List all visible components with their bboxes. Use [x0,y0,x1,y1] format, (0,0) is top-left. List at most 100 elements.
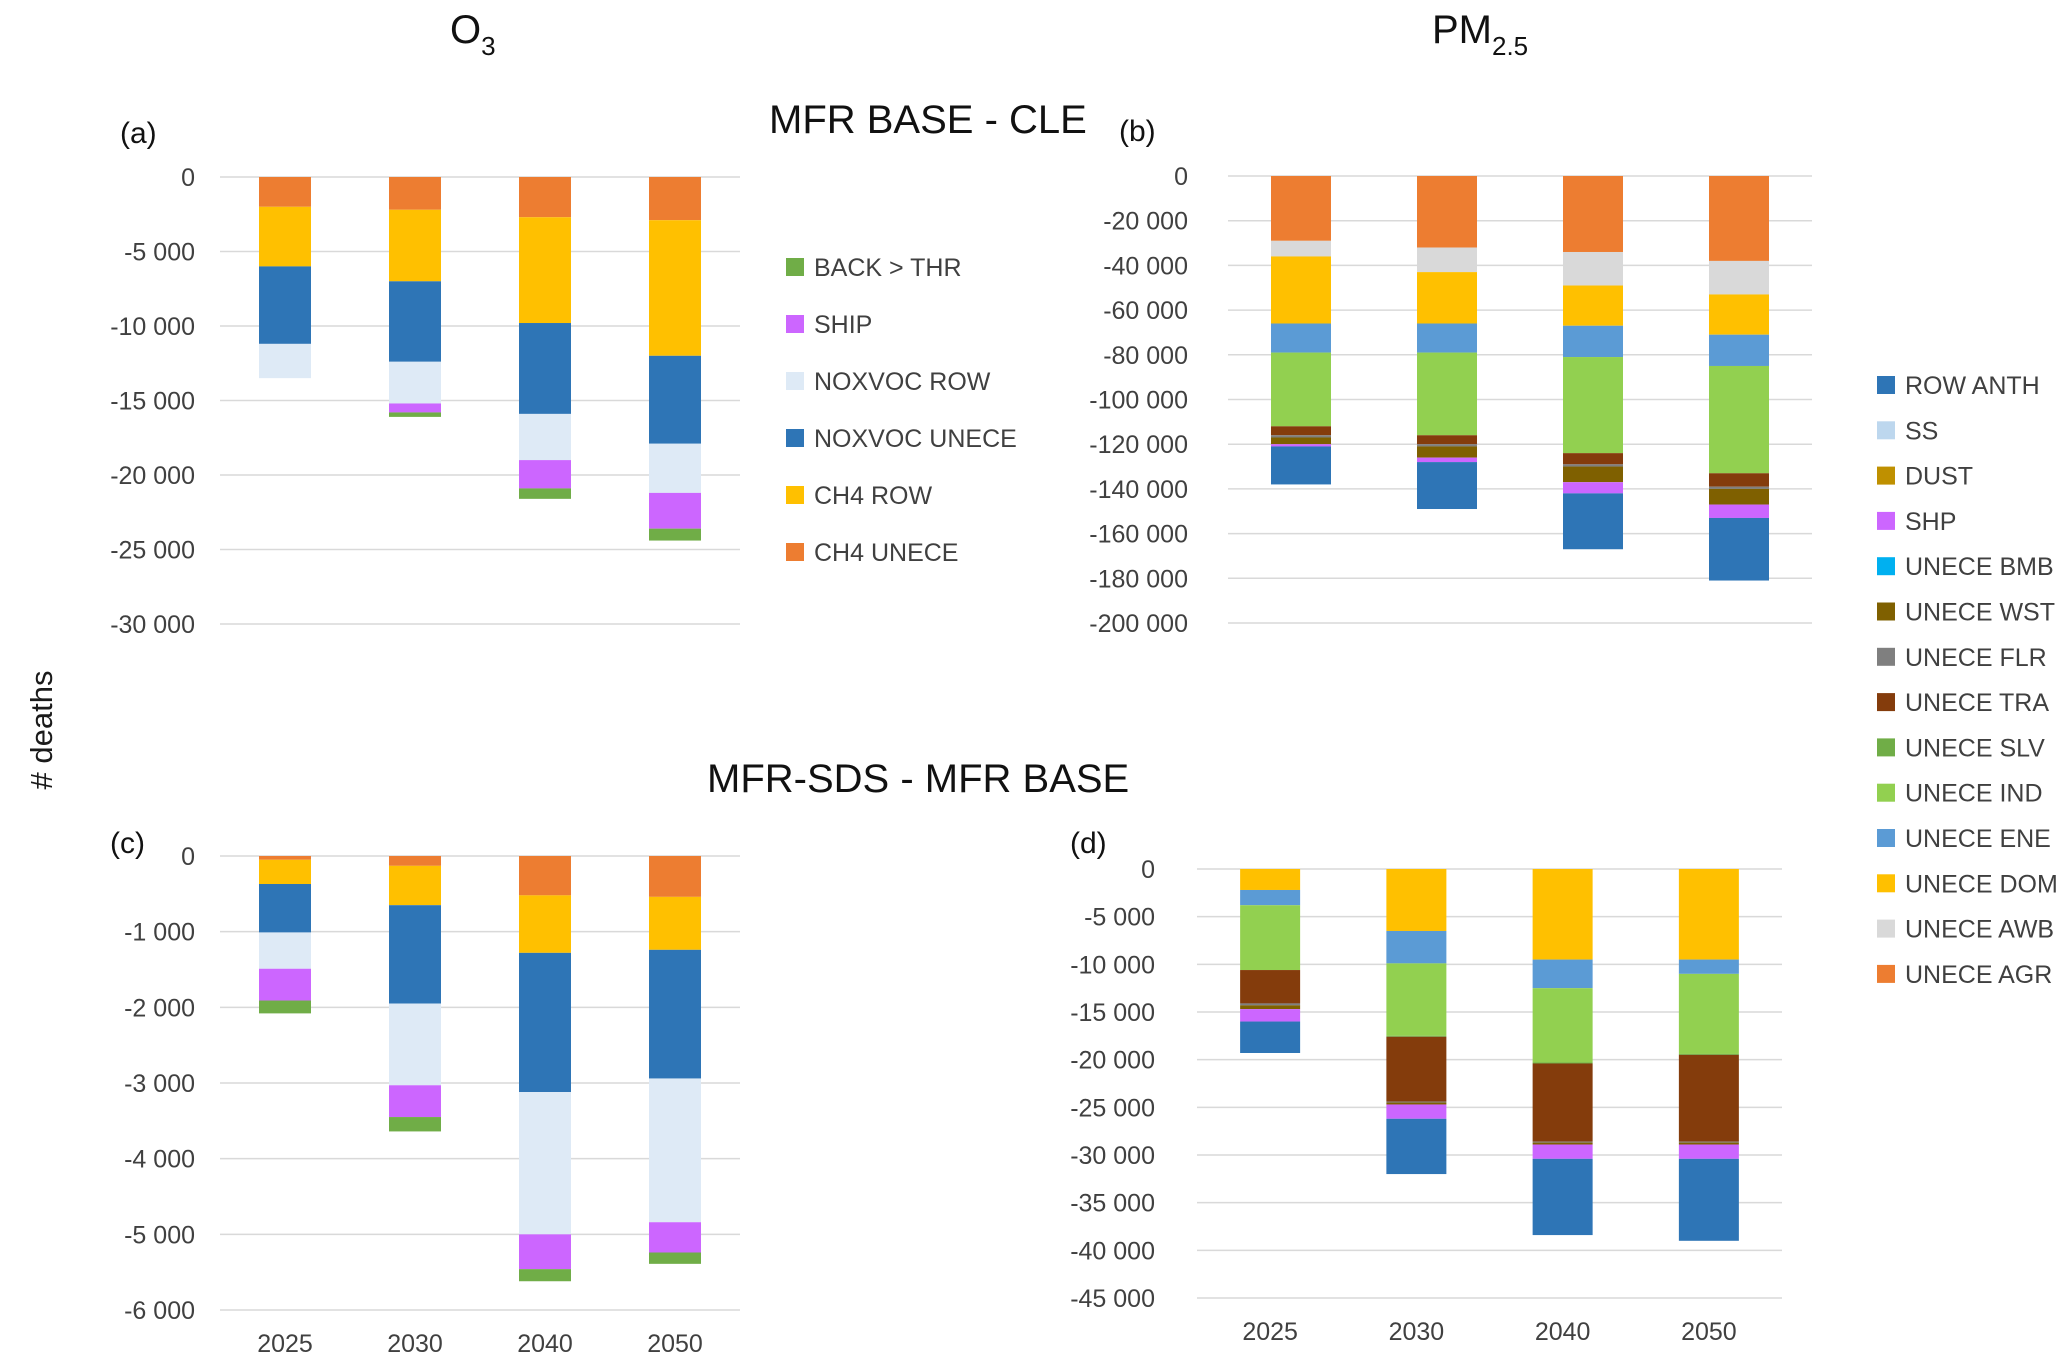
legend-swatch [786,372,804,390]
y-tick-label: -40 000 [1070,1237,1155,1265]
y-tick-label: 0 [1141,856,1155,884]
bar-segment-ship-2030 [389,1085,441,1118]
y-tick-label: -5 000 [124,1221,195,1249]
bar-segment-unece-tra-2025 [1240,970,1301,1004]
y-tick-label: -20 000 [1070,1047,1155,1075]
y-tick-label: -120 000 [1089,431,1188,459]
title-pm25-main: PM [1432,8,1492,52]
bar-segment-unece-ind-2025 [1240,905,1301,971]
bar-segment-noxvoc-unece-2025 [259,883,311,933]
y-tick-label: -180 000 [1089,565,1188,593]
legend-label: SHP [1905,508,1956,536]
title-pm25-sub: 2.5 [1492,31,1529,61]
bar-segment-noxvoc-unece-2030 [389,905,441,1004]
bar-segment-back-thr-2030 [389,1117,441,1132]
bar-segment-unece-tra-2040 [1563,453,1623,465]
bar-segment-unece-ind-2050 [1709,365,1769,474]
x-tick-label: 2050 [647,1330,703,1358]
legend-label: UNECE WST [1905,599,2055,627]
bar-segment-ship-2040 [519,1234,571,1270]
legend-label: BACK > THR [814,254,962,282]
bar-segment-ch4-unece-2025 [259,177,311,207]
bar-segment-shp-2030 [1386,1104,1447,1119]
bar-segment-unece-awb-2040 [1563,251,1623,286]
bar-segment-back-thr-2025 [259,1000,311,1014]
legend-swatch [1877,964,1895,983]
x-tick-label: 2050 [1681,1318,1737,1346]
legend-label: UNECE BMB [1905,553,2054,581]
bar-segment-unece-ind-2040 [1563,357,1623,454]
legend-swatch [1877,783,1895,802]
bar-segment-unece-dom-2030 [1386,869,1447,931]
bar-segment-unece-wst-2050 [1678,1142,1739,1145]
legend-swatch [1877,693,1895,712]
bar-segment-noxvoc-unece-2050 [649,949,701,1079]
legend-label: CH4 ROW [814,482,932,510]
bar-segment-unece-ene-2030 [1386,930,1447,964]
title-o3-sub: 3 [481,31,496,61]
y-tick-label: -10 000 [110,313,195,341]
bar-segment-noxvoc-row-2040 [519,413,571,461]
y-tick-label: -30 000 [110,611,195,639]
bar-segment-noxvoc-row-2050 [649,443,701,493]
panel-label: (d) [1070,827,1107,860]
legend-swatch [786,258,804,276]
y-tick-label: -20 000 [110,462,195,490]
bar-segment-unece-flr-2040 [1563,464,1623,467]
legend-pm25: ROW ANTH SS DUST SHP UNECE BMB UNECE WST UNECE… [1877,372,2058,989]
bar-segment-unece-agr-2040 [1563,176,1623,252]
bar-segment-ch4-row-2040 [519,895,571,953]
panel-c: (c) 0 -1 000 -2 000 -3 000 -4 000 -5 000 -6 000… [110,827,740,1358]
x-tick-label: 2040 [1535,1318,1591,1346]
bar-segment-shp-2050 [1709,504,1769,518]
bar-segment-shp-2025 [1240,1009,1301,1022]
bar-segment-unece-ene-2040 [1532,959,1593,989]
legend-swatch [1877,421,1895,440]
bar-segment-unece-awb-2050 [1709,260,1769,295]
bar-segment-unece-dom-2025 [1271,256,1331,324]
bar-segment-ch4-unece-2025 [259,856,311,860]
bar-segment-ch4-row-2030 [389,865,441,906]
y-tick-label: -200 000 [1089,610,1188,638]
legend-label: DUST [1905,463,1973,491]
bar-segment-unece-wst-2025 [1271,437,1331,445]
bar-segment-row-anth-2030 [1386,1118,1447,1175]
legend-swatch [1877,874,1895,893]
legend-o3: BACK > THR SHIP NOXVOC ROW NOXVOC UNECE CH4 … [786,254,1017,567]
bar-segment-back-thr-2050 [649,1252,701,1264]
bar-segment-noxvoc-unece-2040 [519,323,571,414]
legend-label: UNECE ENE [1905,825,2051,853]
y-tick-label: -25 000 [1070,1094,1155,1122]
bar-segment-unece-dom-2040 [1532,869,1593,960]
bar-segment-unece-flr-2025 [1240,1003,1301,1006]
legend-swatch [1877,557,1895,576]
legend-label: UNECE AWB [1905,916,2054,944]
bar-segment-noxvoc-row-2040 [519,1092,571,1235]
x-tick-label: 2030 [387,1330,443,1358]
panel-label: (a) [120,117,157,150]
bar-segment-unece-ind-2050 [1678,973,1739,1054]
bar-segment-unece-ene-2025 [1240,889,1301,906]
y-tick-label: -2 000 [124,994,195,1022]
bar-segment-noxvoc-row-2030 [389,361,441,404]
bar-segment-unece-agr-2050 [1709,176,1769,261]
legend-swatch [1877,829,1895,847]
legend-label: SHIP [814,311,872,339]
bar-segment-shp-2025 [1271,444,1331,447]
legend-swatch [1877,511,1895,530]
y-tick-label: -3 000 [124,1070,195,1098]
bar-segment-ch4-unece-2050 [649,856,701,897]
y-tick-label: -80 000 [1103,342,1188,370]
bar-segment-ch4-unece-2030 [389,177,441,210]
y-tick-label: -100 000 [1089,387,1188,415]
bar-segment-unece-tra-2050 [1678,1054,1739,1142]
y-tick-label: -6 000 [124,1297,195,1325]
bar-segment-unece-awb-2030 [1417,247,1477,273]
y-tick-label: -140 000 [1089,476,1188,504]
bar-segment-unece-dom-2040 [1563,285,1623,326]
y-tick-label: 0 [181,843,195,871]
panel-a: (a) 0 -5 000 -10 000 -15 000 -20 000 -25 000 -3… [110,117,740,639]
y-tick-label: -15 000 [110,388,195,416]
legend-swatch [1877,919,1895,938]
